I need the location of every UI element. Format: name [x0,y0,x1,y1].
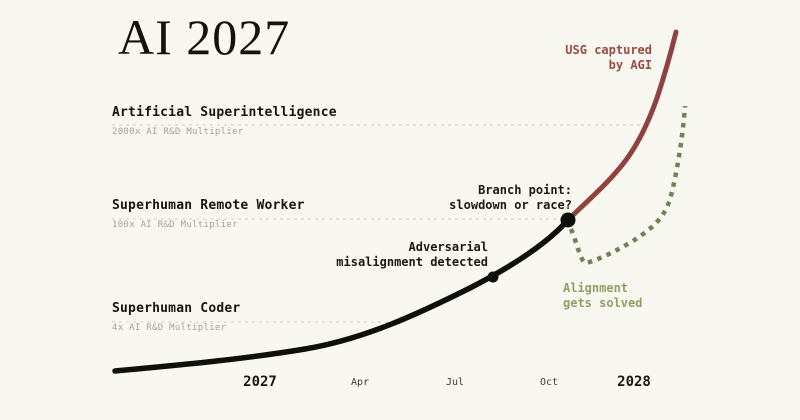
milestone-artificial-superintelligence: Artificial Superintelligence 2000x AI R&… [112,105,337,137]
milestone-multiplier: 100x AI R&D Multiplier [112,220,238,230]
branch-point-annotation: Branch point: slowdown or race? [449,183,572,213]
annotation-line: gets solved [563,296,643,310]
annotation-line: Adversarial [408,240,488,254]
milestone-multiplier: 4x AI R&D Multiplier [112,323,227,333]
milestone-label: Artificial Superintelligence [112,105,337,120]
slowdown-curve [568,105,688,266]
milestone-superhuman-remote-worker: Superhuman Remote Worker 100x AI R&D Mul… [112,198,305,230]
annotation-line: Branch point: [478,183,572,197]
annotation-line: by AGI [608,58,652,72]
milestone-superhuman-coder: Superhuman Coder 4x AI R&D Multiplier [112,301,240,333]
annotation-line: misalignment detected [336,255,488,269]
capability-curve [112,217,571,374]
race-outcome-annotation: USG captured by AGI [565,43,652,73]
x-axis-tick-apr: Apr [350,377,370,388]
race-curve [565,29,679,223]
annotation-line: slowdown or race? [449,198,572,212]
milestone-label: Superhuman Coder [112,301,241,316]
milestone-label: Superhuman Remote Worker [112,198,305,213]
branch-point-dot [560,212,576,228]
misalignment-dot [487,271,499,283]
page-title: AI 2027 [118,9,291,65]
milestone-multiplier: 2000x AI R&D Multiplier [112,127,244,137]
x-axis-tick-oct: Oct [539,377,559,388]
slowdown-outcome-annotation: Alignment gets solved [563,281,642,311]
misalignment-annotation: Adversarial misalignment detected [336,240,488,270]
x-axis-tick-2027: 2027 [243,374,277,390]
x-axis-tick-jul: Jul [445,377,465,388]
x-axis-tick-2028: 2028 [617,374,651,390]
annotation-line: USG captured [565,43,652,57]
annotation-line: Alignment [563,281,629,295]
